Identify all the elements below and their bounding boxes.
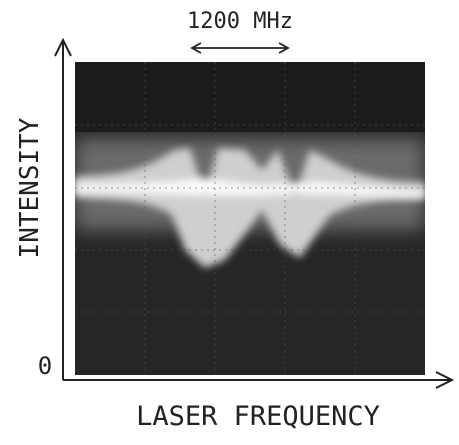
x-axis-label: LASER FREQUENCY: [136, 401, 380, 432]
y-axis-label: INTENSITY: [15, 117, 45, 258]
figure: 1200 MHz INTENSITY 0 LASER FREQUENCY: [0, 0, 459, 445]
scale-label: 1200 MHz: [187, 9, 293, 34]
y-origin-label: 0: [38, 352, 52, 380]
scale-arrow: [192, 43, 288, 53]
